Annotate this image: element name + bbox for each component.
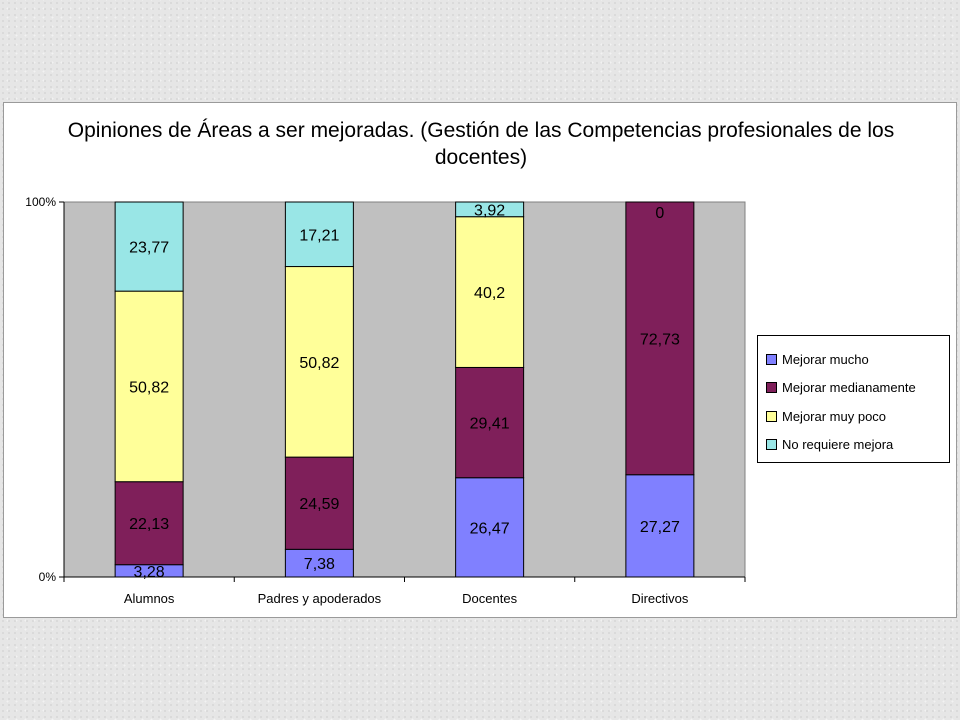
legend-label: No requiere mejora: [782, 437, 894, 453]
bar-segment: [455, 216, 525, 368]
legend-swatch: [766, 439, 777, 451]
x-category-label: Directivos: [631, 591, 689, 606]
data-label: 50,82: [299, 355, 339, 372]
data-label: 40,2: [474, 285, 505, 302]
bar-segment: [114, 201, 184, 292]
legend-label: Mejorar mucho: [782, 351, 869, 367]
legend-swatch: [766, 382, 777, 394]
data-label: 3,28: [134, 564, 165, 581]
data-label: 72,73: [640, 331, 680, 348]
data-label: 27,27: [640, 519, 680, 536]
legend-item: Mejorar muy poco: [766, 402, 949, 431]
y-tick-label: 100%: [25, 195, 56, 209]
legend-item: Mejorar mucho: [766, 345, 949, 374]
data-label: 17,21: [299, 227, 339, 244]
data-label: 23,77: [129, 240, 169, 257]
legend-swatch: [766, 353, 777, 365]
bar-segment: [455, 366, 525, 479]
bar-segment: [455, 477, 525, 578]
x-category-label: Docentes: [462, 591, 517, 606]
legend-swatch: [766, 410, 777, 422]
chart-title-line-2: docentes): [434, 146, 528, 169]
data-label: 24,59: [299, 496, 339, 513]
bar-segment: [284, 456, 354, 550]
data-label: 3,92: [474, 202, 505, 219]
bar-segment: [114, 290, 184, 483]
bar-segment: [625, 474, 695, 578]
chart-frame: Opiniones de Áreas a ser mejoradas. (Ges…: [3, 102, 957, 618]
data-label: 22,13: [129, 516, 169, 533]
data-label: 50,82: [129, 379, 169, 396]
legend: Mejorar mucho Mejorar medianamente Mejorar…: [757, 335, 950, 463]
bar-segment: [284, 266, 354, 458]
chart-title: Opiniones de Áreas a ser mejoradas. (Ges…: [4, 117, 958, 171]
bar-segment: [284, 201, 354, 268]
x-category-label: Padres y apoderados: [258, 591, 382, 606]
legend-label: Mejorar medianamente: [782, 380, 916, 396]
data-label: 29,41: [470, 416, 510, 433]
legend-item: No requiere mejora: [766, 431, 949, 460]
data-label: 26,47: [470, 520, 510, 537]
legend-item: Mejorar medianamente: [766, 374, 949, 403]
data-label: 7,38: [304, 556, 335, 573]
x-category-label: Alumnos: [124, 591, 175, 606]
bar-segment: [625, 201, 695, 476]
y-tick-label: 0%: [39, 570, 57, 584]
chart-title-line-1: Opiniones de Áreas a ser mejoradas. (Ges…: [67, 119, 895, 142]
data-label: 0: [655, 205, 664, 222]
legend-label: Mejorar muy poco: [782, 408, 887, 424]
stacked-bar-chart: 0% 100% Alumnos 3,28 22,13 50,82 23,77 Padres y…: [25, 195, 746, 606]
bar-segment: [455, 201, 525, 218]
